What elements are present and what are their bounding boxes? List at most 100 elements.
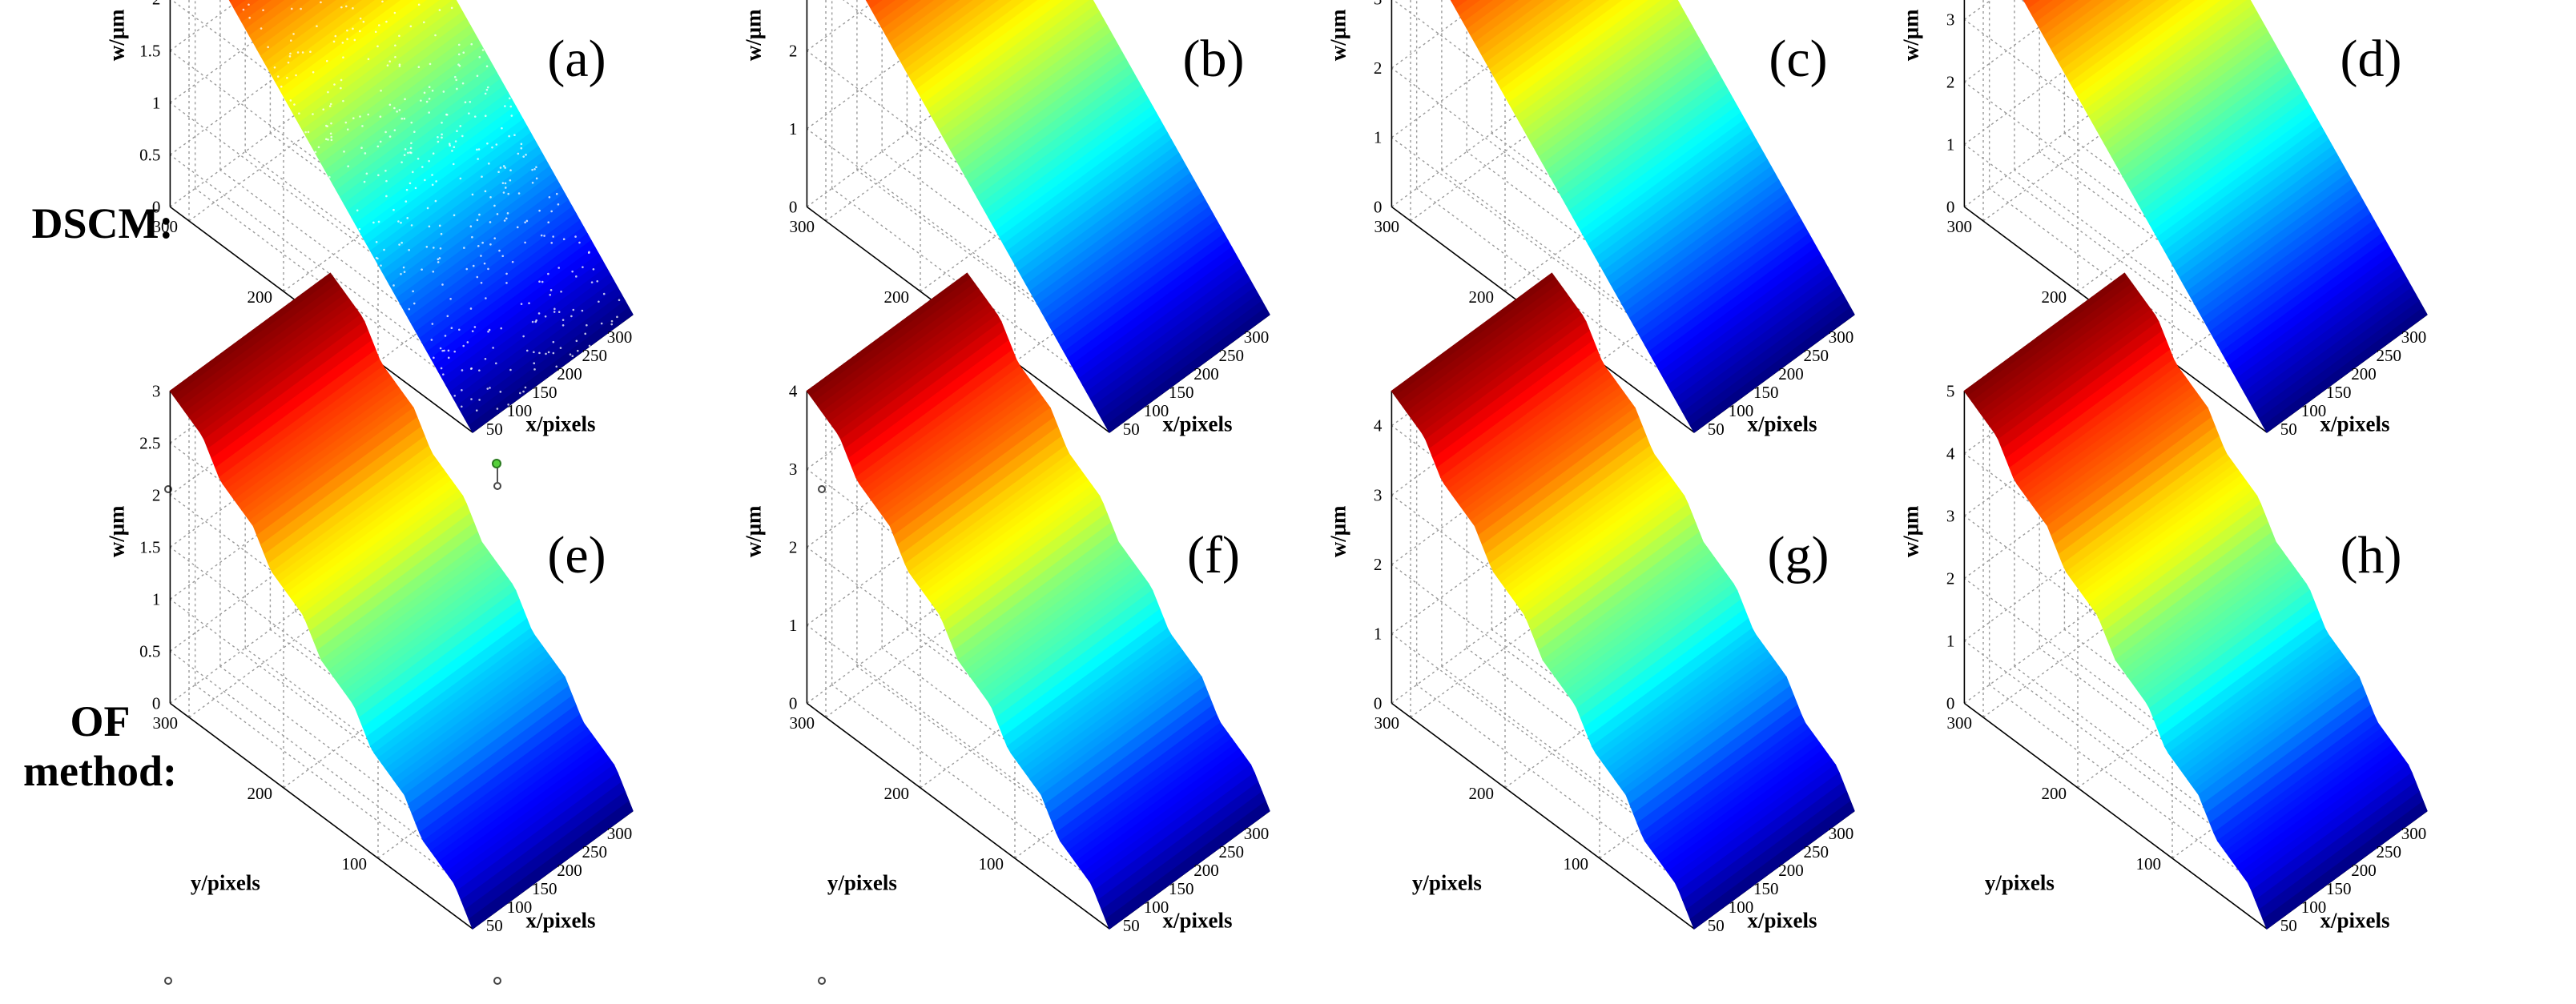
noise-speck (346, 38, 348, 41)
noise-speck (466, 341, 469, 343)
surface-strip (2262, 307, 2428, 433)
noise-speck (398, 34, 400, 38)
z-tick-label: 0 (1946, 197, 1955, 216)
noise-speck (499, 391, 502, 393)
noise-speck (524, 241, 526, 244)
noise-speck (552, 340, 555, 343)
noise-speck (328, 105, 332, 107)
surface-strip (2262, 800, 2428, 930)
noise-speck (610, 319, 614, 323)
noise-speck (367, 113, 370, 116)
surface-plot-b: 0123410020030050100150200250300w/μmy/pix… (741, 0, 1270, 439)
noise-speck (393, 129, 396, 131)
noise-speck (616, 315, 618, 319)
noise-speck (381, 0, 384, 3)
z-tick-label: 0 (789, 197, 798, 216)
selection-handle[interactable] (818, 485, 826, 493)
noise-speck (292, 33, 295, 35)
surface-strip (233, 0, 260, 17)
noise-speck (421, 166, 424, 168)
surface-plot-c: 0123410020030050100150200250300w/μmy/pix… (1326, 0, 1855, 439)
noise-speck (476, 74, 479, 78)
selection-handle[interactable] (493, 482, 501, 490)
rotation-handle[interactable] (492, 459, 501, 468)
surface-strip (1689, 307, 1855, 433)
noise-speck (561, 319, 565, 321)
surface-strip (1474, 0, 1547, 50)
noise-speck (289, 99, 292, 102)
surface-strip (1451, 0, 1469, 10)
x-tick-label: 100 (507, 898, 533, 917)
row-label-of-line-2: method: (23, 747, 177, 795)
surface (806, 272, 1270, 930)
noise-speck (504, 167, 506, 169)
noise-speck (290, 39, 292, 42)
noise-speck (332, 40, 336, 43)
y-tick-label: 200 (1469, 287, 1495, 307)
noise-speck (437, 140, 440, 143)
panel-letter: (d) (2341, 30, 2402, 88)
x-tick-label: 100 (507, 401, 533, 420)
surface-strip (2066, 0, 2184, 84)
noise-speck (312, 113, 314, 115)
noise-speck (356, 209, 359, 212)
noise-speck (531, 168, 533, 171)
x-axis-label: x/pixels (525, 908, 595, 932)
noise-speck (346, 128, 349, 131)
noise-speck (477, 244, 480, 247)
noise-speck (484, 357, 487, 360)
noise-speck (508, 97, 511, 100)
x-axis-label: x/pixels (1747, 412, 1817, 436)
selection-handle[interactable] (493, 977, 501, 985)
noise-speck (410, 121, 413, 124)
x-tick-label: 250 (1804, 346, 1829, 365)
noise-speck (494, 362, 497, 365)
noise-speck (506, 212, 509, 215)
x-tick-label: 150 (532, 879, 557, 898)
noise-speck (455, 78, 457, 82)
noise-speck (473, 115, 477, 118)
y-tick-label: 100 (979, 854, 1004, 873)
y-tick-label: 300 (1375, 713, 1400, 733)
noise-speck (442, 373, 445, 375)
surface-strip (275, 0, 403, 90)
noise-speck (552, 351, 555, 355)
noise-speck (410, 142, 413, 145)
noise-speck (288, 55, 292, 58)
noise-speck (447, 356, 450, 359)
noise-speck (445, 113, 448, 116)
noise-speck (453, 75, 457, 78)
surface-strip (2043, 0, 2107, 43)
noise-speck (287, 61, 290, 64)
noise-speck (388, 103, 392, 106)
surface-strip (248, 0, 312, 43)
surface-strip (2027, 0, 2055, 17)
noise-speck (360, 147, 363, 150)
noise-speck (478, 213, 481, 216)
noise-speck (462, 51, 465, 54)
selection-handle[interactable] (164, 977, 172, 985)
surface-strip (1467, 0, 1521, 37)
noise-speck (372, 221, 375, 224)
noise-speck (517, 152, 520, 155)
noise-speck (598, 300, 600, 303)
noise-speck (413, 302, 416, 305)
noise-speck (242, 8, 245, 11)
surface-strip (1493, 0, 1612, 84)
surface-plot-g: 0123410020030050100150200250300w/μmy/pix… (1326, 272, 1855, 935)
selection-handle[interactable] (818, 977, 826, 985)
z-axis-label: w/μm (1326, 9, 1350, 61)
noise-speck (392, 284, 395, 287)
noise-speck (398, 63, 401, 66)
surface (169, 272, 634, 930)
selection-handle[interactable] (164, 485, 172, 493)
surface-plot-e: 00.511.522.5310020030050100150200250300w… (104, 272, 634, 935)
x-axis-label: x/pixels (1162, 412, 1232, 436)
noise-speck (575, 339, 578, 343)
noise-speck (334, 34, 337, 38)
noise-speck (481, 49, 485, 51)
noise-speck (509, 179, 512, 182)
noise-speck (476, 219, 479, 222)
noise-speck (422, 21, 425, 24)
noise-speck (262, 9, 264, 12)
